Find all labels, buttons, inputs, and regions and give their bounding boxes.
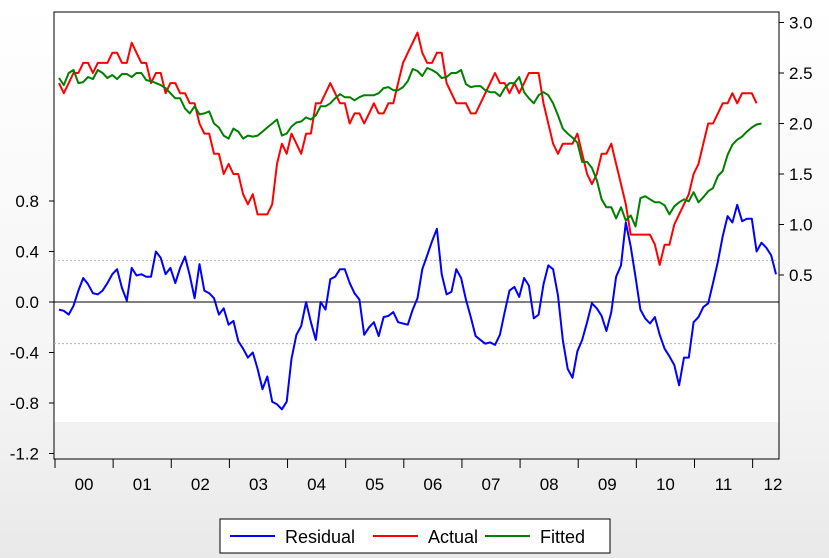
- x-tick-label: 06: [423, 475, 442, 494]
- plot-background: [54, 12, 779, 422]
- residual-line: [58, 203, 777, 411]
- x-tick-label: 04: [307, 475, 326, 494]
- actual-line: [58, 31, 758, 266]
- legend-label-actual: Actual: [428, 527, 478, 547]
- fitted-line: [58, 67, 762, 228]
- right-tick-label: 1.5: [789, 165, 813, 184]
- x-tick-label: 05: [365, 475, 384, 494]
- right-tick-label: 2.5: [789, 64, 813, 83]
- left-axis: -1.2 -0.8 -0.4 0.0 0.4 0.8: [10, 192, 54, 464]
- right-tick-label: 3.0: [789, 14, 813, 33]
- x-tick-label: 07: [482, 475, 501, 494]
- right-axis: 0.5 1.0 1.5 2.0 2.5 3.0: [779, 14, 813, 285]
- x-tick-label: 10: [656, 475, 675, 494]
- left-tick-label: 0.8: [15, 192, 39, 211]
- x-tick-label: 02: [191, 475, 210, 494]
- series-lines: [58, 31, 777, 411]
- left-tick-label: 0.4: [15, 243, 39, 262]
- x-tick-label: 08: [540, 475, 559, 494]
- right-tick-label: 1.0: [789, 216, 813, 235]
- x-tick-label: 03: [249, 475, 268, 494]
- x-axis: 00 01 02 03 04 05 06 07 08 09 10 11 12: [54, 459, 783, 494]
- plot-area: [53, 11, 780, 460]
- left-tick-label: -1.2: [10, 445, 39, 464]
- x-tick-label: 00: [75, 475, 94, 494]
- legend-label-fitted: Fitted: [540, 527, 585, 547]
- x-tick-label: 11: [715, 475, 733, 494]
- legend: Residual Actual Fitted: [219, 518, 611, 554]
- right-tick-label: 0.5: [789, 266, 813, 285]
- left-tick-label: -0.8: [10, 394, 39, 413]
- right-tick-label: 2.0: [789, 115, 813, 134]
- x-tick-label: 01: [133, 475, 152, 494]
- legend-label-residual: Residual: [285, 527, 355, 547]
- x-tick-label: 09: [598, 475, 617, 494]
- left-tick-label: -0.4: [10, 344, 39, 363]
- x-tick-label: 12: [764, 475, 783, 494]
- plot-border: [53, 11, 780, 460]
- left-tick-label: 0.0: [15, 293, 39, 312]
